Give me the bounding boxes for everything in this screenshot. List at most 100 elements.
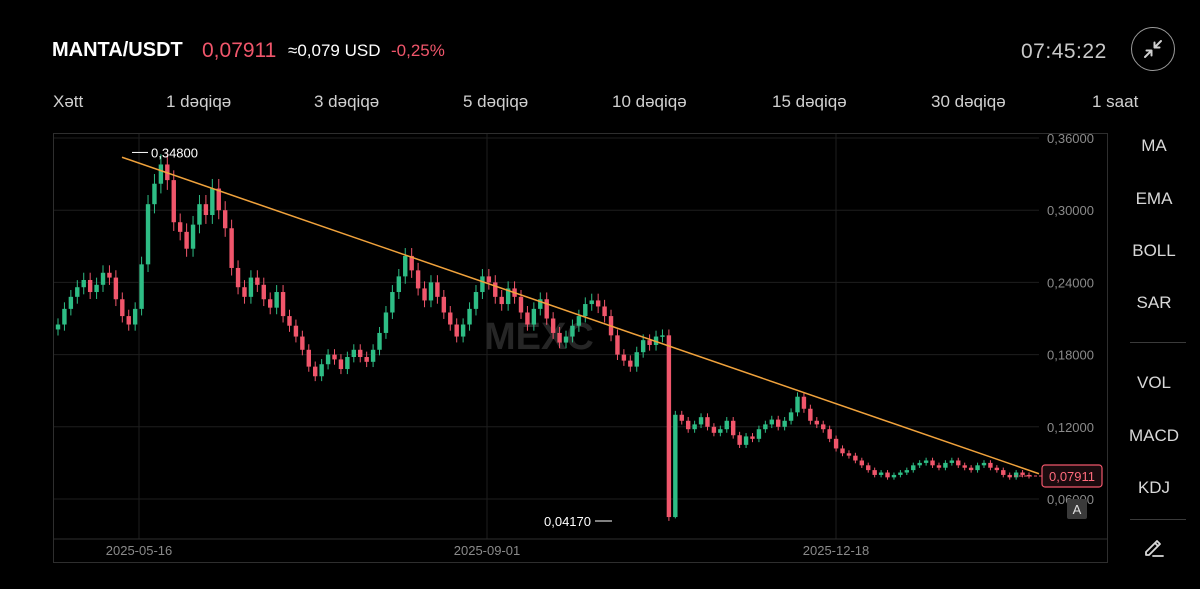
candle[interactable] — [197, 204, 202, 225]
candle[interactable] — [184, 231, 189, 249]
candle[interactable] — [120, 299, 125, 317]
candle[interactable] — [293, 325, 299, 337]
interval-line[interactable]: Xətt — [53, 92, 84, 111]
candle[interactable] — [345, 357, 350, 370]
candle[interactable] — [866, 465, 871, 471]
candle[interactable] — [518, 296, 524, 313]
interval-10m[interactable]: 10 dəqiqə — [612, 92, 687, 111]
candle[interactable] — [730, 420, 736, 436]
candle[interactable] — [229, 228, 234, 268]
drawing-tool-button[interactable] — [1142, 535, 1166, 559]
candle[interactable] — [300, 336, 305, 350]
candle[interactable] — [705, 417, 710, 427]
interval-5m[interactable]: 5 dəqiqə — [463, 92, 529, 111]
indicator-macd[interactable]: MACD — [1128, 426, 1180, 445]
candle[interactable] — [833, 438, 839, 449]
interval-15m[interactable]: 15 dəqiqə — [772, 92, 847, 111]
candle[interactable] — [287, 316, 292, 326]
candle[interactable] — [859, 460, 865, 466]
candle[interactable] — [313, 366, 318, 377]
candle[interactable] — [801, 396, 807, 409]
candle[interactable] — [81, 279, 86, 288]
candle[interactable] — [261, 284, 266, 300]
candle[interactable] — [454, 324, 459, 337]
candle[interactable] — [480, 276, 485, 293]
candle[interactable] — [956, 460, 961, 466]
candle[interactable] — [332, 354, 337, 360]
candle[interactable] — [177, 222, 183, 232]
candle[interactable] — [640, 340, 646, 353]
candle[interactable] — [210, 188, 215, 216]
candle[interactable] — [338, 359, 344, 370]
candle[interactable] — [171, 180, 176, 223]
candlestick-chart[interactable]: MEXC 0,34800 0,04170 0,36000 0,30000 0,24000 0… — [54, 131, 1107, 562]
candle[interactable] — [306, 349, 311, 367]
candle[interactable] — [248, 277, 254, 297]
candle[interactable] — [216, 188, 221, 211]
candle[interactable] — [268, 299, 273, 308]
candle[interactable] — [544, 299, 549, 319]
candle[interactable] — [673, 414, 678, 518]
candle[interactable] — [383, 312, 389, 333]
candle[interactable] — [917, 462, 922, 466]
candle[interactable] — [981, 462, 987, 466]
candle[interactable] — [550, 318, 556, 333]
candle[interactable] — [563, 336, 569, 343]
indicator-sar[interactable]: SAR — [1136, 293, 1172, 312]
candle[interactable] — [763, 424, 768, 430]
candle[interactable] — [821, 424, 826, 430]
candle[interactable] — [679, 414, 684, 421]
candle[interactable] — [126, 316, 131, 325]
candle[interactable] — [666, 335, 672, 518]
auto-scale-button[interactable] — [1067, 499, 1087, 519]
indicator-boll[interactable]: BOLL — [1132, 241, 1176, 260]
candle[interactable] — [692, 424, 697, 430]
candle[interactable] — [132, 308, 138, 325]
candle[interactable] — [139, 264, 144, 309]
candle[interactable] — [911, 465, 916, 471]
candle[interactable] — [878, 472, 884, 475]
trading-pair[interactable]: MANTA/USDT — [52, 39, 183, 61]
candle[interactable] — [846, 453, 852, 456]
candle[interactable] — [602, 306, 607, 317]
candle[interactable] — [962, 465, 967, 468]
candle[interactable] — [808, 408, 813, 421]
indicator-ema[interactable]: EMA — [1135, 189, 1173, 208]
candle[interactable] — [255, 277, 260, 285]
candle[interactable] — [364, 357, 369, 362]
candle[interactable] — [403, 255, 408, 277]
candle[interactable] — [898, 472, 903, 475]
candle[interactable] — [737, 435, 742, 445]
candle[interactable] — [776, 419, 781, 427]
candle[interactable] — [885, 472, 890, 478]
candle[interactable] — [203, 204, 209, 216]
candle[interactable] — [769, 419, 774, 425]
candle[interactable] — [377, 332, 382, 350]
candle[interactable] — [943, 462, 948, 468]
candle[interactable] — [1013, 472, 1019, 478]
candle[interactable] — [936, 465, 942, 468]
candle[interactable] — [441, 296, 447, 313]
candle[interactable] — [949, 460, 955, 463]
candle[interactable] — [653, 336, 659, 345]
candle[interactable] — [222, 210, 228, 229]
candle[interactable] — [994, 467, 1000, 471]
candle[interactable] — [409, 255, 414, 271]
candle[interactable] — [113, 277, 119, 300]
candle[interactable] — [325, 354, 331, 365]
candle[interactable] — [698, 417, 704, 425]
candle[interactable] — [795, 396, 800, 413]
candle[interactable] — [930, 460, 935, 466]
candle[interactable] — [968, 467, 974, 471]
candle[interactable] — [100, 272, 106, 285]
trendline[interactable] — [121, 156, 1040, 475]
candle[interactable] — [647, 340, 652, 345]
candle[interactable] — [788, 412, 794, 421]
candle[interactable] — [891, 474, 897, 478]
candle[interactable] — [570, 325, 575, 337]
candle[interactable] — [274, 292, 279, 308]
candle[interactable] — [615, 335, 620, 355]
candle[interactable] — [152, 183, 157, 205]
candle[interactable] — [422, 288, 427, 301]
indicator-kdj[interactable]: KDJ — [1137, 478, 1171, 497]
